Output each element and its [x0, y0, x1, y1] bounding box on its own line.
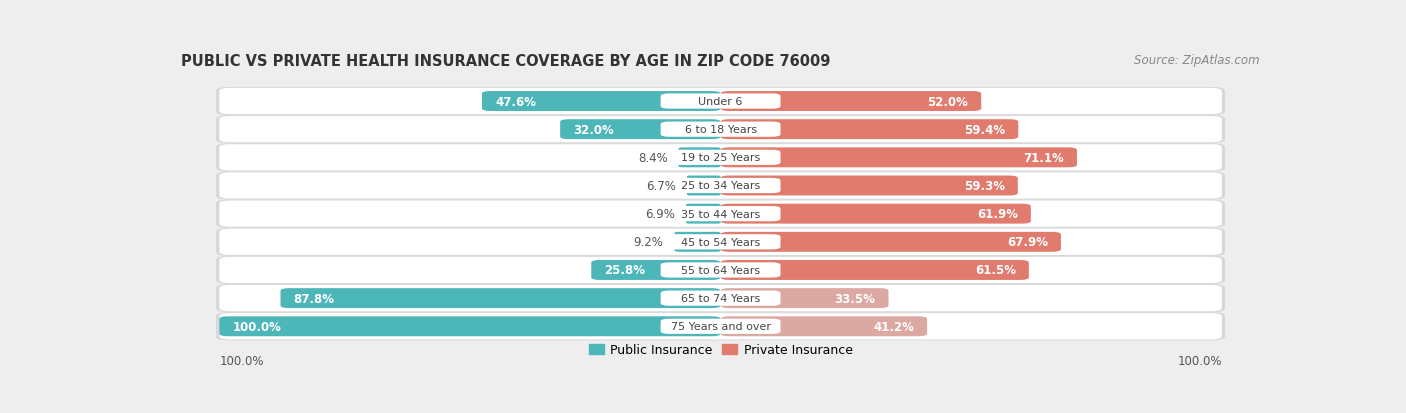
FancyBboxPatch shape [592, 260, 721, 280]
FancyBboxPatch shape [675, 232, 721, 252]
FancyBboxPatch shape [219, 313, 1222, 339]
Text: 25.8%: 25.8% [605, 264, 645, 277]
FancyBboxPatch shape [217, 200, 1225, 228]
Text: 45 to 54 Years: 45 to 54 Years [681, 237, 761, 247]
FancyBboxPatch shape [721, 204, 1031, 224]
FancyBboxPatch shape [721, 232, 1062, 252]
FancyBboxPatch shape [721, 288, 889, 309]
Text: 100.0%: 100.0% [219, 354, 264, 367]
FancyBboxPatch shape [661, 206, 780, 222]
Text: 65 to 74 Years: 65 to 74 Years [681, 293, 761, 304]
Text: 67.9%: 67.9% [1007, 236, 1047, 249]
Text: 41.2%: 41.2% [873, 320, 914, 333]
Text: 32.0%: 32.0% [574, 123, 614, 136]
FancyBboxPatch shape [219, 173, 1222, 199]
FancyBboxPatch shape [721, 260, 1029, 280]
FancyBboxPatch shape [217, 88, 1225, 116]
FancyBboxPatch shape [661, 94, 780, 109]
Text: 100.0%: 100.0% [232, 320, 281, 333]
FancyBboxPatch shape [688, 176, 721, 196]
FancyBboxPatch shape [219, 316, 721, 337]
FancyBboxPatch shape [661, 263, 780, 278]
FancyBboxPatch shape [661, 235, 780, 250]
Text: Source: ZipAtlas.com: Source: ZipAtlas.com [1135, 55, 1260, 67]
Text: 52.0%: 52.0% [928, 95, 969, 108]
FancyBboxPatch shape [661, 319, 780, 334]
Text: 35 to 44 Years: 35 to 44 Years [681, 209, 761, 219]
FancyBboxPatch shape [560, 120, 721, 140]
Text: 33.5%: 33.5% [835, 292, 876, 305]
FancyBboxPatch shape [219, 201, 1222, 227]
Text: 75 Years and over: 75 Years and over [671, 321, 770, 332]
FancyBboxPatch shape [721, 176, 1018, 196]
FancyBboxPatch shape [217, 172, 1225, 200]
Text: 100.0%: 100.0% [1177, 354, 1222, 367]
FancyBboxPatch shape [219, 229, 1222, 255]
FancyBboxPatch shape [217, 116, 1225, 144]
Text: 25 to 34 Years: 25 to 34 Years [681, 181, 761, 191]
FancyBboxPatch shape [686, 204, 721, 224]
FancyBboxPatch shape [679, 148, 721, 168]
FancyBboxPatch shape [219, 145, 1222, 171]
FancyBboxPatch shape [217, 285, 1225, 313]
Text: 8.4%: 8.4% [638, 152, 668, 164]
FancyBboxPatch shape [661, 122, 780, 138]
FancyBboxPatch shape [661, 178, 780, 194]
FancyBboxPatch shape [219, 285, 1222, 311]
Text: 71.1%: 71.1% [1024, 152, 1064, 164]
FancyBboxPatch shape [721, 316, 927, 337]
Text: 19 to 25 Years: 19 to 25 Years [681, 153, 761, 163]
Text: 61.5%: 61.5% [974, 264, 1015, 277]
FancyBboxPatch shape [219, 89, 1222, 115]
Text: 47.6%: 47.6% [495, 95, 536, 108]
Legend: Public Insurance, Private Insurance: Public Insurance, Private Insurance [583, 338, 858, 361]
FancyBboxPatch shape [661, 291, 780, 306]
FancyBboxPatch shape [217, 313, 1225, 341]
Text: Under 6: Under 6 [699, 97, 742, 107]
Text: 6.9%: 6.9% [645, 208, 675, 221]
FancyBboxPatch shape [219, 257, 1222, 283]
Text: 87.8%: 87.8% [294, 292, 335, 305]
FancyBboxPatch shape [661, 150, 780, 166]
Text: 55 to 64 Years: 55 to 64 Years [681, 265, 761, 275]
Text: 6 to 18 Years: 6 to 18 Years [685, 125, 756, 135]
Text: 59.4%: 59.4% [965, 123, 1005, 136]
FancyBboxPatch shape [217, 228, 1225, 256]
FancyBboxPatch shape [721, 148, 1077, 168]
Text: 6.7%: 6.7% [647, 180, 676, 192]
Text: 61.9%: 61.9% [977, 208, 1018, 221]
Text: PUBLIC VS PRIVATE HEALTH INSURANCE COVERAGE BY AGE IN ZIP CODE 76009: PUBLIC VS PRIVATE HEALTH INSURANCE COVER… [181, 55, 831, 69]
FancyBboxPatch shape [217, 144, 1225, 172]
FancyBboxPatch shape [721, 92, 981, 112]
FancyBboxPatch shape [219, 117, 1222, 143]
FancyBboxPatch shape [482, 92, 721, 112]
FancyBboxPatch shape [721, 120, 1018, 140]
Text: 59.3%: 59.3% [963, 180, 1005, 192]
FancyBboxPatch shape [217, 256, 1225, 285]
Text: 9.2%: 9.2% [634, 236, 664, 249]
FancyBboxPatch shape [280, 288, 721, 309]
